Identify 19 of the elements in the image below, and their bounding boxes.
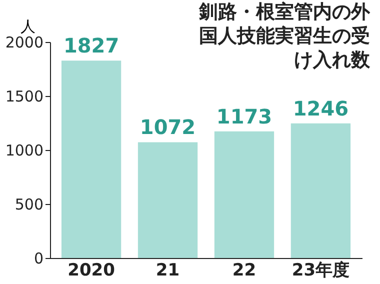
chart-title: 釧路・根室管内の外国人技能実習生の受け入れ数 <box>198 1 371 71</box>
y-tick-label: 500 <box>14 196 44 214</box>
bar <box>214 131 274 258</box>
y-axis-title: 人 <box>20 18 36 36</box>
y-tick-label: 0 <box>34 250 44 268</box>
data-label: 1173 <box>216 104 272 128</box>
x-tick-label: 23年度 <box>292 260 350 280</box>
x-tick-label: 22 <box>232 260 256 280</box>
data-label: 1827 <box>63 34 120 58</box>
y-tick-label: 2000 <box>5 34 44 52</box>
y-tick-label: 1500 <box>5 88 44 106</box>
data-label: 1246 <box>292 96 349 120</box>
data-label: 1072 <box>140 115 196 140</box>
bar <box>290 123 351 258</box>
bar <box>138 142 198 258</box>
bar <box>61 60 122 258</box>
x-tick-label: 21 <box>156 260 180 280</box>
y-tick-label: 1000 <box>5 142 44 160</box>
x-tick-label: 2020 <box>68 260 116 280</box>
